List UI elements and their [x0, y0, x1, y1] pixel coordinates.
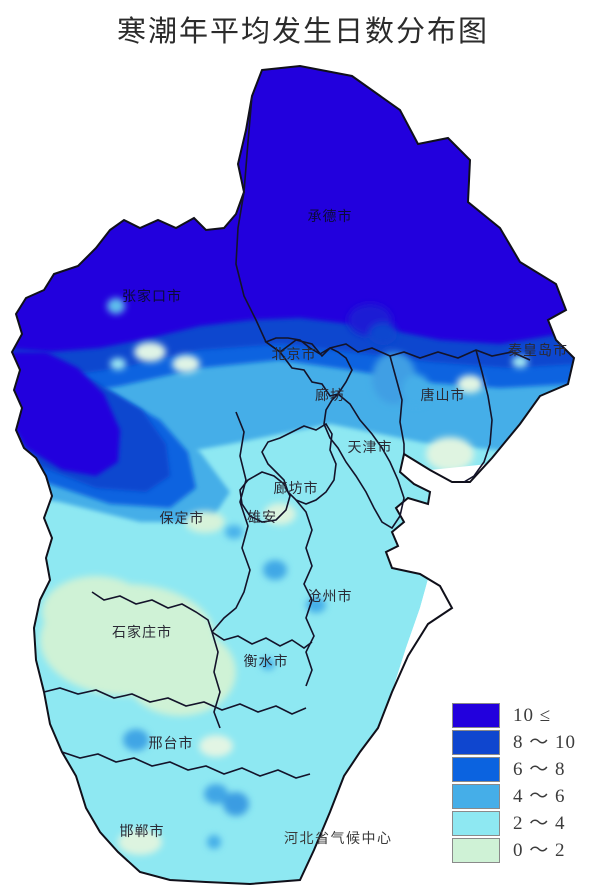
- fill-band-0-2: [40, 342, 483, 855]
- legend-row: 4 ～ 6: [452, 783, 577, 810]
- legend-label-2-4: 2 ～ 4: [513, 813, 566, 834]
- legend-swatch-cell: [452, 702, 500, 729]
- city-label-xingtai: 邢台市: [149, 735, 194, 752]
- city-label-tangshan: 唐山市: [421, 387, 466, 404]
- legend-label-0-2: 0 ～ 2: [513, 840, 566, 861]
- city-label-langfang: 廊坊市: [274, 480, 319, 497]
- legend-label-4-6: 4 ～ 6: [513, 786, 566, 807]
- city-label-cangzhou: 沧州市: [308, 588, 353, 605]
- city-label-handan: 邯郸市: [120, 823, 165, 840]
- legend-swatch-4-6: [452, 784, 500, 809]
- bohai-sea-area: [330, 452, 606, 888]
- legend-label-8-10: 8 ～ 10: [513, 732, 577, 753]
- legend-swatch-6-8: [452, 757, 500, 782]
- page-title: 寒潮年平均发生日数分布图: [116, 16, 489, 48]
- legend-row: 6 ～ 8: [452, 756, 577, 783]
- city-label-hengshui: 衡水市: [244, 653, 289, 670]
- legend-swatch-cell: [452, 810, 500, 837]
- legend-row: 10 ≤: [452, 702, 577, 729]
- city-label-xiongan: 雄安: [247, 510, 277, 526]
- city-label-group: 承德市 张家口市 北京市 秦皇岛市 廊坊 唐山市 天津市 廊坊市 保定市 雄安 …: [112, 208, 568, 840]
- hebei-choropleth-svg: 承德市 张家口市 北京市 秦皇岛市 廊坊 唐山市 天津市 廊坊市 保定市 雄安 …: [10, 64, 606, 888]
- legend-swatch-cell: [452, 729, 500, 756]
- city-label-tianjin: 天津市: [348, 439, 393, 456]
- city-label-zhangjiakou: 张家口市: [122, 288, 182, 305]
- source-credit: 河北省气候中心: [284, 832, 393, 847]
- legend-swatch-cell: [452, 783, 500, 810]
- legend-swatch-10-plus: [452, 703, 500, 728]
- legend-row: 8 ～ 10: [452, 729, 577, 756]
- province-boundary: [10, 64, 576, 886]
- map-canvas: 承德市 张家口市 北京市 秦皇岛市 廊坊 唐山市 天津市 廊坊市 保定市 雄安 …: [0, 52, 606, 888]
- legend: 10 ≤ 8 ～ 10 6 ～ 8: [452, 702, 577, 864]
- city-label-qinhuangdao: 秦皇岛市: [508, 342, 568, 359]
- legend-row: 2 ～ 4: [452, 810, 577, 837]
- city-label-shijiazhuang: 石家庄市: [112, 624, 172, 641]
- legend-swatch-8-10: [452, 730, 500, 755]
- prefecture-boundaries: [43, 95, 531, 779]
- legend-table: 10 ≤ 8 ～ 10 6 ～ 8: [452, 702, 577, 864]
- city-label-baoding: 保定市: [160, 510, 205, 527]
- legend-swatch-2-4: [452, 811, 500, 836]
- legend-swatch-0-2: [452, 838, 500, 863]
- legend-row: 0 ～ 2: [452, 837, 577, 864]
- city-label-chengde: 承德市: [308, 208, 353, 225]
- legend-swatch-cell: [452, 837, 500, 864]
- legend-label-6-8: 6 ～ 8: [513, 759, 566, 780]
- fill-spot-anomalies: [107, 298, 528, 849]
- city-label-beijing: 北京市: [272, 346, 317, 363]
- city-label-langfang-north: 廊坊: [315, 387, 345, 404]
- legend-label-10-plus: 10 ≤: [513, 705, 552, 726]
- legend-swatch-cell: [452, 756, 500, 783]
